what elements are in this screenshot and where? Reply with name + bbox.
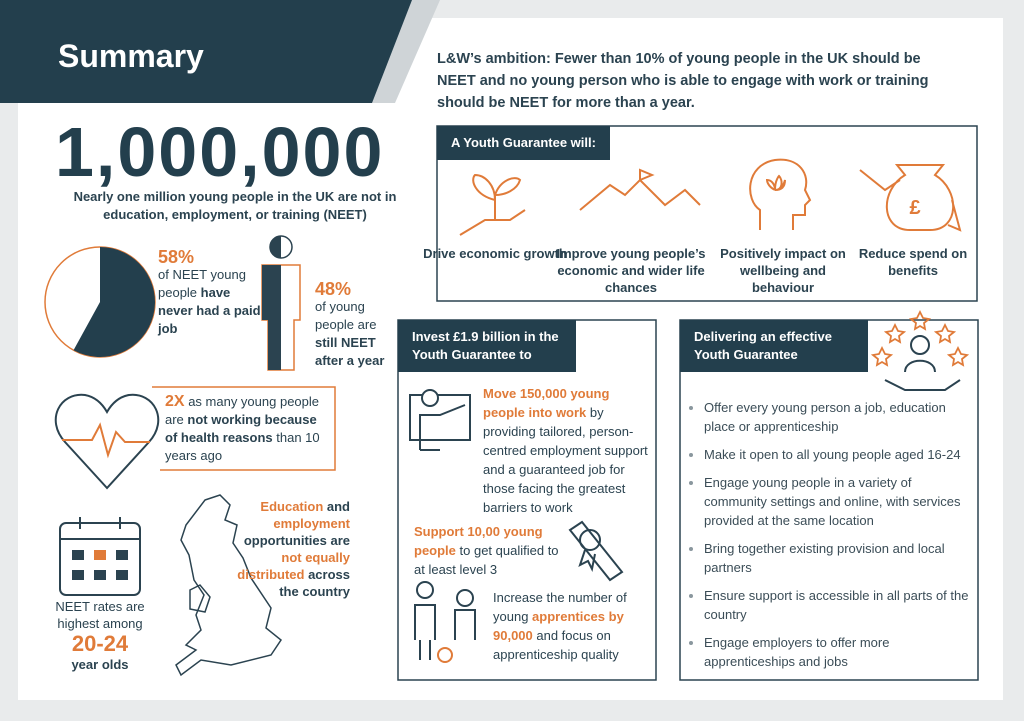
bullet: Engage employers to offer more apprentic… — [704, 633, 974, 671]
stat-text: of young people are — [315, 299, 377, 332]
item-text: by providing tailored, person-centred em… — [483, 405, 648, 515]
invest-item: Support 10,00 young people to get qualif… — [414, 522, 564, 579]
bullet: Make it open to all young people aged 16… — [704, 445, 974, 464]
stat-value: 2X — [165, 393, 185, 410]
guarantee-item: Improve young people’s economic and wide… — [556, 246, 706, 295]
item-text: Support 10,00 young people — [414, 524, 543, 558]
bullet: Offer every young person a job, educatio… — [704, 398, 974, 436]
invest-item: Move 150,000 young people into work by p… — [483, 384, 648, 517]
bullet: Ensure support is accessible in all part… — [704, 586, 974, 624]
svg-text:£: £ — [909, 197, 920, 219]
stat-text: not equally distributed — [237, 550, 350, 582]
pie-slice — [73, 247, 155, 357]
stat-health: 2X as many young people are not working … — [165, 393, 330, 465]
stat-text: have never had a paid job — [158, 285, 261, 336]
stat-age: NEET rates are highest among 20-24 year … — [45, 598, 155, 673]
big-number: 1,000,000 — [55, 113, 385, 191]
stat-text: and — [323, 499, 350, 514]
item-text: Increase the number of young — [493, 590, 627, 624]
stat-text: as many young people are — [165, 394, 320, 427]
stat-value: 20-24 — [71, 631, 129, 656]
stat-value: 58% — [158, 247, 195, 267]
caption: Nearly one million young people in the U… — [73, 189, 397, 222]
item-text: and focus on apprenticeship quality — [493, 628, 619, 662]
stat-text: than 10 years ago — [165, 430, 320, 463]
section-title: Invest £1.9 billion in the Youth Guarant… — [398, 320, 576, 372]
item-text: apprentices by 90,000 — [493, 609, 624, 643]
guarantee-item: Drive economic growth — [423, 246, 567, 261]
bullet: Bring together existing provision and lo… — [704, 539, 974, 577]
stat-text: year olds — [71, 657, 129, 672]
stat-regions: Education and employment opportunities a… — [232, 498, 350, 600]
section-title: A Youth Guarantee will: — [437, 126, 610, 160]
stat-value: 48% — [315, 279, 352, 299]
stat-text: of NEET young people — [158, 267, 246, 300]
stat-48: 48% of young people are still NEET after… — [315, 280, 395, 370]
section-title: Delivering an effective Youth Guarantee — [680, 320, 868, 372]
ambition: L&W’s ambition: Fewer than 10% of young … — [437, 51, 929, 111]
stat-text: NEET rates are highest among — [55, 599, 145, 631]
bullet: Engage young people in a variety of comm… — [704, 473, 974, 530]
stat-58: 58% of NEET young people have never had … — [158, 248, 268, 338]
item-text: Move 150,000 young people into work — [483, 386, 610, 420]
guarantee-item: Positively impact on wellbeing and behav… — [720, 246, 846, 295]
stat-text: employment — [273, 516, 350, 531]
stat-text: not working because of health reasons — [165, 412, 317, 445]
guarantee-item: Reduce spend on benefits — [858, 246, 968, 278]
delivering-list: Offer every young person a job, educatio… — [690, 398, 974, 680]
invest-item: Increase the number of young apprentices… — [493, 588, 648, 664]
stat-text: opportunities are — [243, 533, 350, 548]
title: Summary — [58, 38, 204, 74]
stat-text: across the country — [279, 567, 350, 599]
stat-text: still NEET after a year — [315, 335, 385, 368]
item-text: to get qualified to at least level 3 — [414, 543, 559, 577]
stat-text: Education — [260, 499, 324, 514]
